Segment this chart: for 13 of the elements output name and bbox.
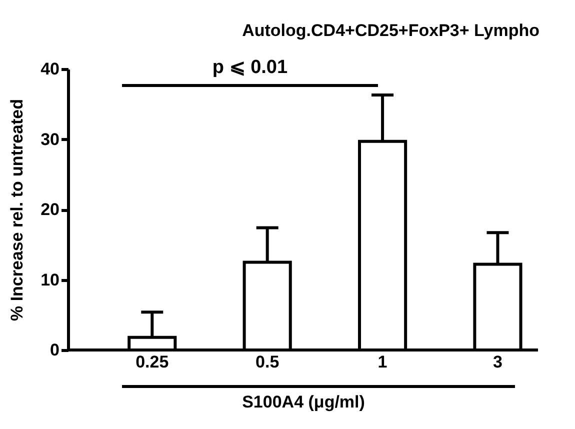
y-tick-label: 40	[40, 60, 60, 78]
y-tick-label: 30	[40, 130, 60, 149]
y-tick-label: 0	[50, 340, 60, 360]
x-tick-label: 1	[378, 352, 388, 372]
y-axis-title: % Increase rel. to untreated	[8, 98, 27, 322]
x-tick-label: 0.5	[256, 352, 280, 372]
y-tick-label: 10	[40, 270, 60, 290]
chart-title: Autolog.CD4+CD25+FoxP3+ Lympho	[242, 21, 540, 40]
x-axis-title: S100A4 (μg/ml)	[242, 392, 365, 412]
annotation: p ⩽ 0.01	[211, 56, 289, 79]
y-tick-label: 20	[40, 200, 60, 219]
x-tick-label: 0.25	[136, 352, 169, 372]
x-tick-label: 3	[492, 352, 502, 372]
